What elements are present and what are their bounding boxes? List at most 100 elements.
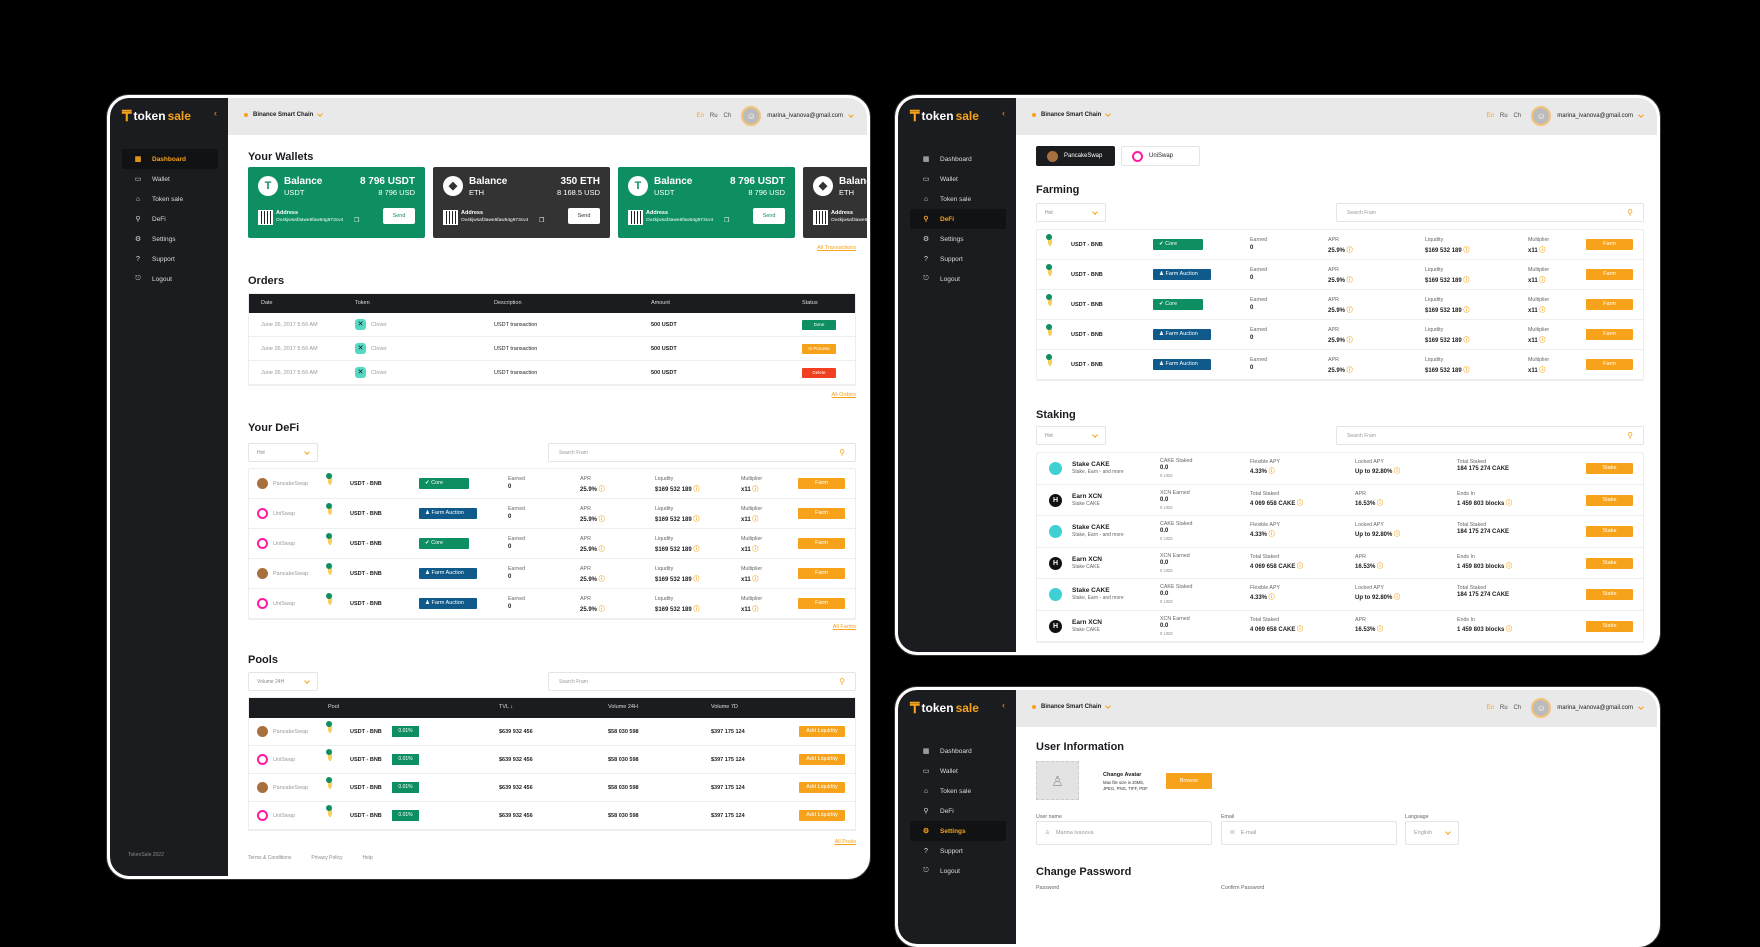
farm-button[interactable]: Farm bbox=[1586, 299, 1633, 310]
calculator-icon[interactable]: ⓘ bbox=[597, 577, 605, 583]
footer-link[interactable]: Privacy Policy bbox=[311, 855, 343, 861]
language-en[interactable]: En bbox=[1486, 113, 1494, 119]
info-icon[interactable]: ⓘ bbox=[1537, 338, 1546, 344]
calculator-icon[interactable]: ⓘ bbox=[1295, 500, 1304, 507]
all-pools-link[interactable]: All Pools bbox=[834, 839, 856, 845]
search-icon[interactable]: ⚲ bbox=[839, 677, 845, 686]
info-icon[interactable]: ⓘ bbox=[691, 517, 700, 523]
info-icon[interactable]: ⓘ bbox=[1537, 308, 1546, 314]
status-badge[interactable]: Done bbox=[802, 320, 836, 330]
clock-icon[interactable]: ⓘ bbox=[1504, 626, 1513, 633]
calculator-icon[interactable]: ⓘ bbox=[1345, 278, 1353, 284]
farm-button[interactable]: Farm bbox=[798, 478, 845, 489]
stake-button[interactable]: Stake bbox=[1586, 589, 1633, 600]
calculator-icon[interactable]: ⓘ bbox=[1345, 308, 1353, 314]
info-icon[interactable]: ⓘ bbox=[691, 547, 700, 553]
sidebar-item-token-sale[interactable]: ⌂ Token sale bbox=[910, 189, 1006, 209]
collapse-sidebar-icon[interactable]: ‹ bbox=[1002, 700, 1005, 710]
send-button[interactable]: Send bbox=[568, 208, 600, 224]
add-liquidity-button[interactable]: Add Liquidity bbox=[799, 726, 845, 737]
filter-dropdown[interactable]: Hot bbox=[248, 443, 318, 462]
info-icon[interactable]: ⓘ bbox=[1461, 368, 1470, 374]
qr-code-icon[interactable] bbox=[628, 210, 643, 225]
search-icon[interactable]: ⚲ bbox=[1627, 431, 1633, 440]
stake-button[interactable]: Stake bbox=[1586, 557, 1633, 569]
tab-uniswap[interactable]: UniSwap bbox=[1121, 146, 1200, 166]
qr-code-icon[interactable] bbox=[258, 210, 273, 225]
info-icon[interactable]: ⓘ bbox=[750, 577, 759, 583]
language-ch[interactable]: Ch bbox=[1513, 705, 1522, 711]
language-ch[interactable]: Ch bbox=[723, 113, 732, 119]
chain-selector[interactable]: Binance Smart Chain bbox=[1032, 111, 1112, 118]
stake-button[interactable]: Stake bbox=[1586, 463, 1633, 474]
info-icon[interactable]: ⓘ bbox=[750, 607, 759, 613]
calculator-icon[interactable]: ⓘ bbox=[1345, 368, 1353, 374]
avatar[interactable]: ☺ bbox=[1531, 106, 1552, 126]
sidebar-item-wallet[interactable]: ▭ Wallet bbox=[910, 169, 1006, 189]
sidebar-item-dashboard[interactable]: ▦ Dashboard bbox=[122, 149, 218, 169]
farm-button[interactable]: Farm bbox=[1586, 329, 1633, 340]
send-button[interactable]: Send bbox=[753, 208, 785, 224]
filter-dropdown[interactable]: Hot bbox=[1036, 426, 1106, 445]
chain-selector[interactable]: Binance Smart Chain bbox=[1032, 703, 1112, 710]
sidebar-item-logout[interactable]: ⎋ Logout bbox=[910, 269, 1006, 289]
farm-button[interactable]: Farm bbox=[1586, 239, 1633, 250]
farm-button[interactable]: Farm bbox=[798, 508, 845, 519]
search-input[interactable]: Search Fram ⚲ bbox=[548, 443, 856, 462]
language-ru[interactable]: Ru bbox=[709, 113, 718, 119]
avatar-placeholder[interactable]: ♙ bbox=[1036, 761, 1079, 800]
info-icon[interactable]: ⓘ bbox=[691, 577, 700, 583]
search-input[interactable]: Search Fram ⚲ bbox=[1336, 203, 1644, 222]
info-icon[interactable]: ⓘ bbox=[1537, 368, 1546, 374]
info-icon[interactable]: ⓘ bbox=[750, 487, 759, 493]
copy-icon[interactable]: ❐ bbox=[724, 218, 730, 224]
avatar[interactable]: ☺ bbox=[741, 106, 762, 126]
sidebar-item-wallet[interactable]: ▭ Wallet bbox=[122, 169, 218, 189]
calculator-icon[interactable]: ⓘ bbox=[1345, 338, 1353, 344]
sidebar-item-defi[interactable]: ⚲ DeFi bbox=[122, 209, 218, 229]
sidebar-item-settings[interactable]: ⚙ Settings bbox=[910, 229, 1006, 249]
language-ru[interactable]: Ru bbox=[1499, 705, 1508, 711]
stake-button[interactable]: Stake bbox=[1586, 526, 1633, 537]
sidebar-item-wallet[interactable]: ▭ Wallet bbox=[910, 761, 1006, 781]
sidebar-item-token-sale[interactable]: ⌂ Token sale bbox=[910, 781, 1006, 801]
column-header[interactable]: Volume 24H bbox=[608, 704, 638, 710]
status-badge[interactable]: Delete bbox=[802, 368, 836, 378]
collapse-sidebar-icon[interactable]: ‹ bbox=[214, 108, 217, 118]
avatar[interactable]: ☺ bbox=[1531, 698, 1552, 718]
search-input[interactable]: Search Fram ⚲ bbox=[548, 672, 856, 691]
info-icon[interactable]: ⓘ bbox=[1537, 278, 1546, 284]
sidebar-item-settings[interactable]: ⚙ Settings bbox=[910, 821, 1006, 841]
chevron-down-icon[interactable] bbox=[848, 112, 854, 118]
calculator-icon[interactable]: ⓘ bbox=[597, 487, 605, 493]
status-badge[interactable]: In Process bbox=[802, 344, 836, 354]
calculator-icon[interactable]: ⓘ bbox=[1267, 595, 1275, 601]
sidebar-item-settings[interactable]: ⚙ Settings bbox=[122, 229, 218, 249]
tab-pancakeswap[interactable]: PancakeSwap bbox=[1036, 146, 1115, 166]
calculator-icon[interactable]: ⓘ bbox=[1295, 563, 1304, 570]
calculator-icon[interactable]: ⓘ bbox=[1375, 626, 1384, 633]
sidebar-item-dashboard[interactable]: ▦ Dashboard bbox=[910, 149, 1006, 169]
sidebar-item-logout[interactable]: ⎋ Logout bbox=[122, 269, 218, 289]
qr-code-icon[interactable] bbox=[813, 210, 828, 225]
chevron-down-icon[interactable] bbox=[1638, 112, 1644, 118]
sidebar-item-support[interactable]: ? Support bbox=[122, 249, 218, 269]
send-button[interactable]: Send bbox=[383, 208, 415, 224]
info-icon[interactable]: ⓘ bbox=[1461, 308, 1470, 314]
info-icon[interactable]: ⓘ bbox=[750, 547, 759, 553]
column-header[interactable]: Volume 7D bbox=[711, 704, 738, 710]
calculator-icon[interactable]: ⓘ bbox=[597, 607, 605, 613]
clock-icon[interactable]: ⓘ bbox=[1504, 563, 1513, 570]
sidebar-item-defi[interactable]: ⚲ DeFi bbox=[910, 801, 1006, 821]
clock-icon[interactable]: ⓘ bbox=[1504, 500, 1513, 507]
calculator-icon[interactable]: ⓘ bbox=[597, 517, 605, 523]
info-icon[interactable]: ⓘ bbox=[691, 607, 700, 613]
info-icon[interactable]: ⓘ bbox=[691, 487, 700, 493]
footer-link[interactable]: Help bbox=[362, 855, 373, 861]
calculator-icon[interactable]: ⓘ bbox=[1392, 532, 1401, 538]
qr-code-icon[interactable] bbox=[443, 210, 458, 225]
user-email[interactable]: marina_ivanova@gmail.com bbox=[1557, 705, 1633, 711]
calculator-icon[interactable]: ⓘ bbox=[1375, 500, 1384, 507]
chain-selector[interactable]: Binance Smart Chain bbox=[244, 111, 324, 118]
all-farms-link[interactable]: All Farms bbox=[832, 624, 856, 630]
